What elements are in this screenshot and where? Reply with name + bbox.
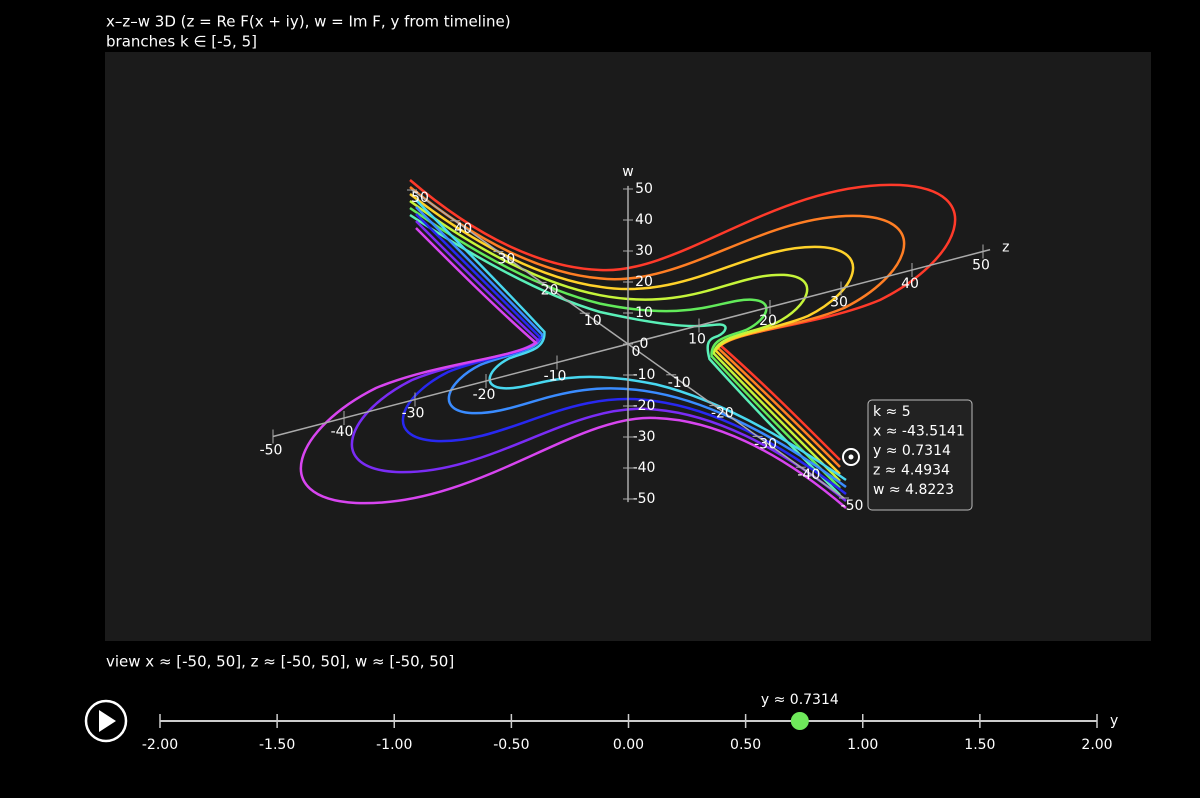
tick-label: -30 [633, 429, 656, 445]
tooltip-line: w ≈ 4.8223 [873, 482, 954, 498]
branch-curve [401, 213, 847, 495]
slider-tick-label: 0.00 [613, 737, 644, 753]
slider-tick-label: 1.50 [964, 737, 995, 753]
tooltip: k ≈ 5 x ≈ -43.5141 y ≈ 0.7314 z ≈ 4.4934 w ≈… [842, 399, 973, 511]
slider-tick-label: -1.50 [259, 737, 295, 753]
hover-marker [842, 448, 860, 466]
play-ring[interactable] [84, 699, 128, 743]
tick-label: -40 [797, 467, 820, 483]
slider-thumb[interactable] [790, 712, 809, 730]
tick-label: 50 [635, 181, 653, 197]
tick-label: 30 [497, 252, 515, 268]
tick-label: 20 [541, 282, 559, 298]
axis-line [272, 248, 991, 438]
tooltip-line: z ≈ 4.4934 [873, 463, 950, 479]
slider-tick-label: -1.00 [376, 737, 412, 753]
tick-label: -30 [754, 436, 777, 452]
tick-label: 40 [635, 212, 653, 228]
slider-tick-label: -0.50 [493, 737, 529, 753]
tick-label: -10 [668, 375, 691, 391]
tick-label: -30 [402, 406, 425, 422]
view-range: view x ≈ [-50, 50], z ≈ [-50, 50], w ≈ [… [106, 653, 454, 671]
tooltip-line: k ≈ 5 [873, 404, 911, 420]
tick-label: 50 [972, 258, 990, 274]
axis-label: w [622, 164, 633, 180]
slider-tick-label: 1.00 [847, 737, 878, 753]
axis-label: z [1002, 240, 1009, 256]
branch-curve [409, 213, 841, 496]
tick-label: -10 [633, 367, 656, 383]
play-button[interactable] [84, 699, 128, 743]
slider-axis-label: y [1110, 713, 1118, 729]
branch-curve [299, 227, 847, 509]
tick-label: -20 [711, 406, 734, 422]
tick-label: -40 [331, 424, 354, 440]
slider-tick-label: 2.00 [1081, 737, 1112, 753]
tick-label: 20 [635, 274, 653, 290]
tick-label: 10 [635, 305, 653, 321]
tick-label: 30 [635, 243, 653, 259]
tick-label: 10 [584, 313, 602, 329]
tick-label: 40 [454, 221, 472, 237]
axes: -50-40-30-20-10102030405050403020100-10-… [260, 164, 1010, 514]
slider-value-label: y ≈ 0.7314 [761, 692, 839, 708]
tick-label: -50 [633, 491, 656, 507]
tick-label: -20 [633, 398, 656, 414]
title: x–z–w 3D (z = Re F(x + iy), w = Im F, y … [106, 13, 511, 31]
tick-label: 30 [830, 295, 848, 311]
tick-label: 50 [411, 190, 429, 206]
tooltip-box [867, 399, 973, 511]
tick-label: -50 [260, 443, 283, 459]
slider-tick-label: -2.00 [142, 737, 178, 753]
hover-dot [848, 454, 854, 460]
slider-tick-label: 0.50 [730, 737, 761, 753]
subtitle: branches k ∈ [-5, 5] [106, 33, 257, 51]
branch-curve [409, 193, 855, 475]
tick-label: 0 [640, 336, 649, 352]
tick-label: 40 [901, 276, 919, 292]
tick-label: 20 [759, 313, 777, 329]
tick-label: -40 [633, 460, 656, 476]
tooltip-line: y ≈ 0.7314 [873, 443, 951, 459]
tick-label: -50 [841, 498, 864, 514]
tick-label: 10 [688, 332, 706, 348]
branch-curve [415, 206, 847, 489]
tick-label: -20 [473, 387, 496, 403]
branch-curve [350, 220, 847, 502]
tooltip-line: x ≈ -43.5141 [873, 424, 965, 440]
branch-curve [409, 186, 906, 468]
branch-curve [409, 199, 841, 482]
slider[interactable]: -2.00 -1.50 -1.00 -0.50 0.00 0.50 1.00 1.50 2.00… [142, 692, 1118, 753]
tick-label: -10 [544, 369, 567, 385]
tick-label: 0 [632, 344, 641, 360]
play-icon[interactable] [99, 710, 116, 732]
